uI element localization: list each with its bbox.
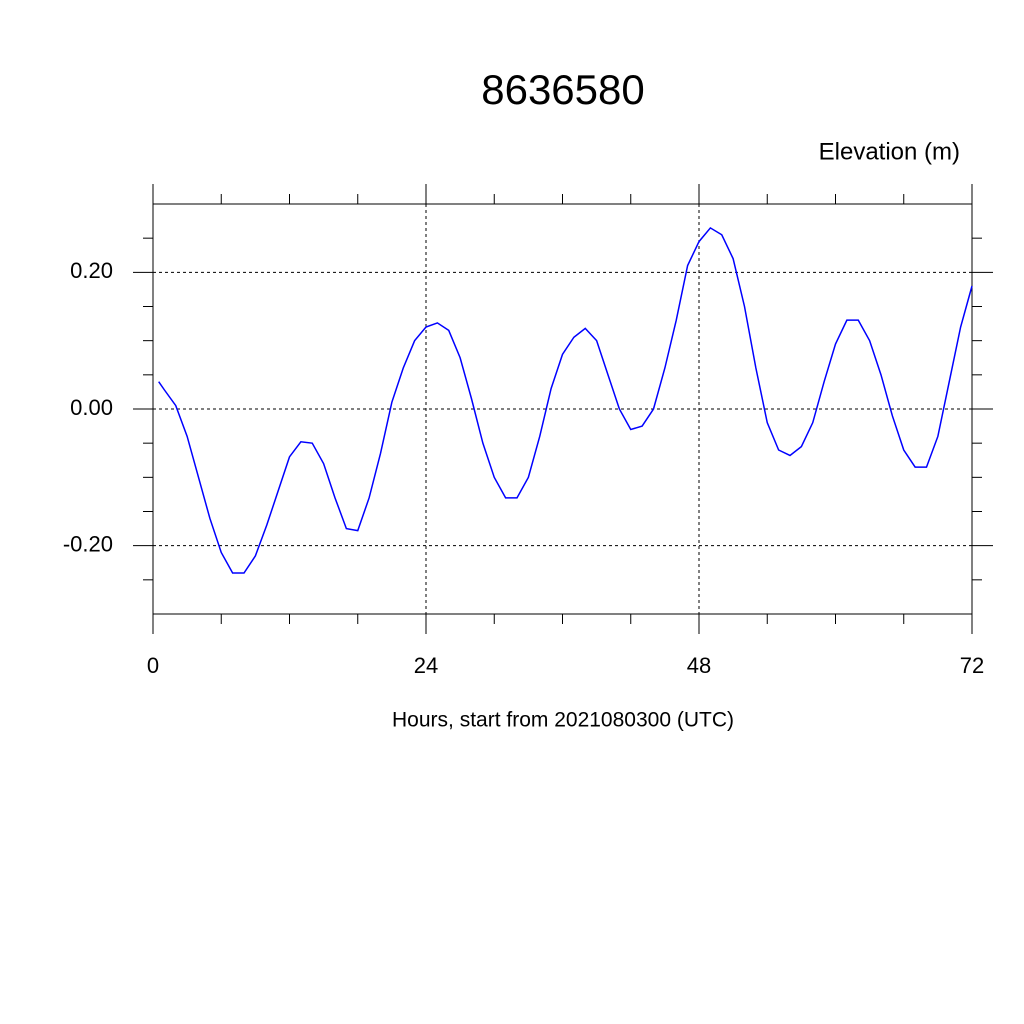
- x-tick-label: 0: [147, 653, 159, 678]
- y-tick-label: 0.00: [70, 395, 113, 420]
- y-axis-label: Elevation (m): [819, 138, 960, 165]
- x-tick-label: 24: [414, 653, 438, 678]
- chart-title: 8636580: [481, 66, 645, 113]
- y-tick-label: 0.20: [70, 258, 113, 283]
- y-tick-label: -0.20: [63, 531, 113, 556]
- x-tick-label: 72: [960, 653, 984, 678]
- x-axis-label: Hours, start from 2021080300 (UTC): [392, 709, 734, 732]
- plot-frame: [152, 203, 973, 615]
- x-tick-label: 48: [687, 653, 711, 678]
- data-line: [158, 226, 973, 574]
